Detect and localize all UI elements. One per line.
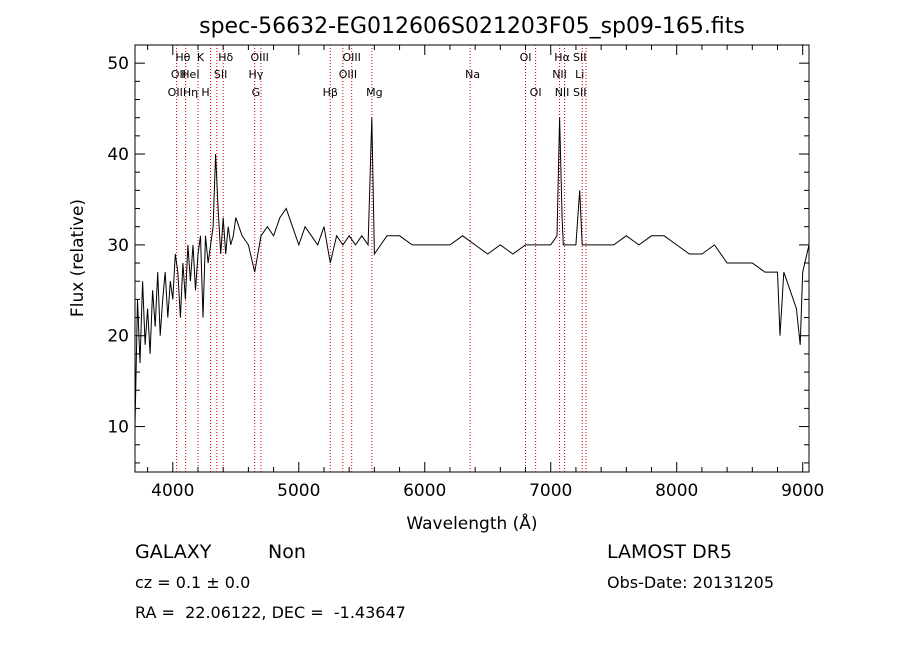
y-axis-label: Flux (relative) [68, 199, 88, 317]
line-label: Li [575, 68, 584, 81]
line-label: Mg [366, 86, 382, 99]
line-label: OI [520, 51, 532, 64]
x-axis-ticks: 4000 5000 6000 7000 8000 9000 [147, 45, 824, 501]
redshift-text: cz = 0.1 ± 0.0 [135, 573, 251, 592]
line-label: Hθ [175, 51, 190, 64]
line-label: OIII [251, 51, 269, 64]
obs-date: Obs-Date: 20131205 [607, 573, 775, 592]
x-tick-label: 6000 [403, 481, 446, 501]
emission-line-markers [176, 45, 587, 472]
object-subclass: Non [268, 541, 306, 563]
line-label: NII [552, 68, 567, 81]
y-tick-label: 40 [107, 145, 129, 165]
line-label: SII [214, 68, 227, 81]
x-tick-label: 8000 [655, 481, 698, 501]
ra-dec: RA = 22.06122, DEC = -1.43647 [135, 603, 406, 622]
line-label: SII [573, 51, 586, 64]
y-tick-label: 50 [107, 54, 129, 74]
line-label: Hβ [323, 86, 338, 99]
line-label: H [201, 86, 209, 99]
line-label: OII [171, 68, 186, 81]
y-tick-label: 10 [107, 418, 129, 438]
line-label: OIII [342, 51, 360, 64]
y-axis-ticks: 10 20 30 40 50 [107, 44, 809, 464]
x-tick-label: 5000 [277, 481, 320, 501]
chart-title: spec-56632-EG012606S021203F05_sp09-165.f… [199, 14, 745, 39]
line-label: Hδ [218, 51, 233, 64]
x-axis-label: Wavelength (Å) [406, 512, 537, 534]
spectrum-line [134, 117, 810, 427]
object-class: GALAXY [135, 541, 212, 563]
line-label: HeI [181, 68, 199, 81]
x-tick-label: 7000 [529, 481, 572, 501]
line-label: Na [465, 68, 480, 81]
line-label: Hγ [249, 68, 264, 81]
x-tick-label: 4000 [151, 481, 194, 501]
survey-name: LAMOST DR5 [607, 541, 732, 563]
line-label: G [252, 86, 261, 99]
y-tick-label: 20 [107, 327, 129, 347]
line-label: OIIHη [168, 86, 198, 99]
y-tick-label: 30 [107, 236, 129, 256]
line-label: SII [573, 86, 586, 99]
plot-frame [134, 44, 810, 473]
line-label: K [197, 51, 205, 64]
line-label: OIII [339, 68, 357, 81]
line-label: Hα [554, 51, 570, 64]
x-tick-label: 9000 [781, 481, 824, 501]
line-label: NII [555, 86, 570, 99]
line-label: OI [530, 86, 542, 99]
